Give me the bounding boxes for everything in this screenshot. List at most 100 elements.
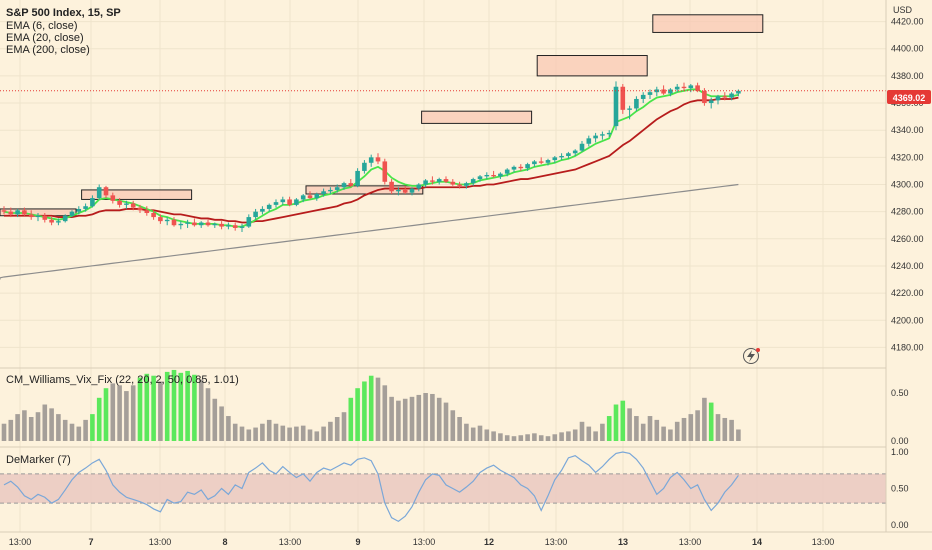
vix-fix-bar	[647, 416, 653, 441]
grid-lines	[0, 0, 886, 532]
candle-body	[566, 153, 571, 156]
candle-body	[722, 96, 728, 98]
vix-fix-bar	[362, 381, 367, 441]
vix-fix-bar	[76, 426, 82, 441]
vix-fix-bar	[368, 375, 374, 441]
ema6-legend[interactable]: EMA (6, close)	[6, 20, 78, 32]
vix-fix-bar	[137, 377, 143, 441]
vix-fix-bar	[348, 397, 354, 441]
vix-fix-bar	[355, 388, 360, 441]
demarker-axis[interactable]: 1.00 0.50 0.00	[891, 447, 909, 530]
vix-fix-bar	[8, 419, 14, 441]
candle-body	[362, 162, 367, 171]
vix-axis[interactable]: 0.50 0.00	[891, 388, 909, 446]
candle-body	[35, 215, 41, 218]
candle-body	[498, 173, 503, 177]
candle-body	[668, 89, 673, 94]
candle-body	[511, 166, 517, 170]
candle-body	[600, 134, 605, 136]
candle-body	[579, 143, 585, 151]
candle-body	[314, 194, 320, 199]
candle-body	[15, 210, 20, 215]
ema200-legend[interactable]: EMA (200, close)	[6, 44, 90, 56]
vix-fix-bar	[620, 400, 626, 441]
vix-fix-bar	[171, 369, 177, 441]
vix-fix-bar	[49, 408, 54, 441]
time-axis[interactable]: 13:00 7 13:00 8 13:00 9 13:00 12 13:00 13 13:00 14 1…	[9, 537, 835, 547]
vix-fix-bar	[504, 435, 510, 441]
vix-fix-bar	[722, 417, 728, 441]
candle-body	[736, 90, 741, 94]
candle-body	[715, 96, 721, 101]
vix-fix-bar	[593, 431, 598, 441]
demarker-tick-label: 0.50	[891, 484, 909, 494]
candle-body	[593, 135, 598, 139]
candle-body	[470, 179, 476, 184]
vix-fix-bar	[702, 397, 707, 441]
candle-body	[627, 108, 632, 110]
candle-body	[49, 219, 54, 223]
candle-body	[83, 206, 88, 209]
candle-body	[640, 94, 646, 99]
vix-fix-bar	[491, 431, 496, 441]
candle-body	[443, 179, 449, 182]
price-axis[interactable]: 4420.004400.004380.004360.004340.004320.…	[891, 17, 924, 353]
candle-body	[124, 203, 129, 205]
vix-fix-bar	[185, 370, 190, 441]
vix-fix-bar	[96, 397, 102, 441]
vix-fix-bar	[674, 421, 680, 441]
candle-body	[260, 208, 265, 212]
price-tick-label: 4180.00	[891, 342, 924, 352]
vix-fix-bar	[430, 393, 435, 441]
supply-demand-zones	[0, 14, 764, 217]
vix-fix-bar	[375, 377, 381, 441]
ema20-legend[interactable]: EMA (20, close)	[6, 32, 84, 44]
vix-fix-bar	[640, 423, 646, 441]
vix-fix-bar	[90, 414, 95, 441]
vix-fix-bar	[457, 417, 462, 441]
demarker-legend[interactable]: DeMarker (7)	[6, 454, 71, 466]
vix-fix-bar	[294, 426, 299, 441]
vix-fix-bar	[334, 417, 340, 441]
candle-body	[538, 161, 544, 163]
vix-fix-bar	[525, 434, 530, 441]
candle-body	[321, 191, 326, 195]
vix-fix-bar	[470, 427, 476, 441]
ema200-path	[0, 183, 739, 280]
vix-fix-bar	[688, 414, 694, 441]
vix-fix-bar	[219, 406, 224, 441]
vix-fix-bar	[586, 426, 592, 441]
symbol-title[interactable]: S&P 500 Index, 15, SP	[6, 7, 121, 19]
candle-body	[232, 225, 238, 228]
vix-fix-bar	[260, 423, 265, 441]
zone-box	[652, 14, 764, 33]
price-tick-label: 4220.00	[891, 288, 924, 298]
candle-body	[552, 157, 558, 161]
lightning-icon[interactable]	[743, 348, 761, 364]
vix-fix-bar	[559, 432, 564, 441]
demarker-band	[0, 473, 886, 504]
vix-fix-bar	[212, 398, 218, 441]
time-tick-label: 8	[222, 537, 227, 547]
candle-body	[164, 219, 170, 222]
time-tick-label: 13:00	[679, 537, 702, 547]
candle-body	[171, 219, 177, 226]
vix-fix-bar	[124, 391, 129, 441]
vix-fix-bar	[69, 423, 75, 441]
candle-body	[178, 223, 184, 226]
vix-fix-bar	[1, 423, 7, 441]
price-tick-label: 4380.00	[891, 71, 924, 81]
vix-fix-legend[interactable]: CM_Williams_Vix_Fix (22, 20, 2, 50, 0.85…	[6, 374, 239, 386]
candle-body	[185, 222, 190, 224]
candle-body	[634, 98, 639, 109]
candle-body	[300, 195, 306, 200]
vix-fix-bar	[566, 431, 571, 441]
vix-fix-bar	[382, 385, 388, 441]
time-tick-label: 13:00	[545, 537, 568, 547]
vix-fix-bar	[484, 429, 490, 441]
vix-fix-bar	[103, 388, 109, 441]
candle-body	[96, 187, 102, 199]
candle-body	[280, 199, 286, 203]
candle-body	[518, 166, 524, 169]
